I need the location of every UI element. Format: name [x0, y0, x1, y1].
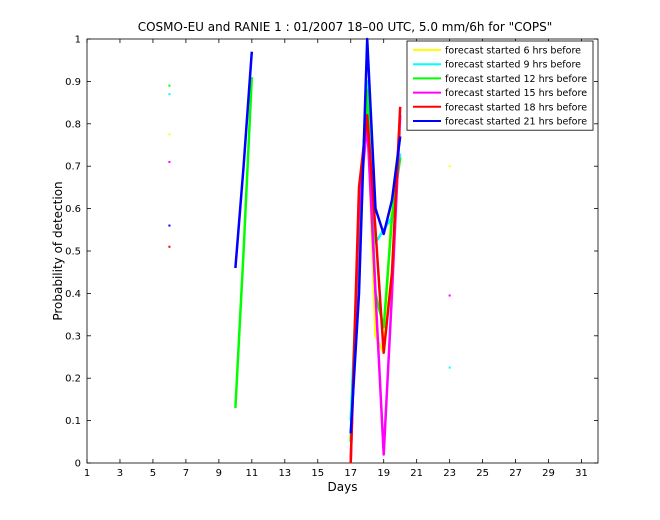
- x-tick-label: 21: [410, 468, 423, 479]
- data-point: [168, 245, 171, 248]
- x-tick-label: 29: [542, 468, 555, 479]
- x-tick-label: 15: [311, 468, 324, 479]
- x-tick-label: 9: [216, 468, 222, 479]
- legend-label: forecast started 18 hrs before: [445, 102, 587, 113]
- x-tick-label: 27: [509, 468, 522, 479]
- x-tick-label: 17: [344, 468, 357, 479]
- y-tick-label: 0: [75, 459, 81, 470]
- x-tick-label: 31: [575, 468, 588, 479]
- x-tick-label: 7: [183, 468, 189, 479]
- y-tick-label: 0.3: [65, 331, 81, 342]
- data-point: [448, 165, 451, 168]
- data-point: [168, 160, 171, 163]
- legend-box: [406, 40, 594, 131]
- data-point: [168, 224, 171, 227]
- y-tick-label: 1: [75, 35, 81, 46]
- series-line: [234, 77, 254, 408]
- data-point: [168, 84, 171, 87]
- x-tick-label: 3: [117, 468, 123, 479]
- data-point: [168, 133, 171, 136]
- chart-title: COSMO-EU and RANIE 1 : 01/2007 18–00 UTC…: [138, 20, 553, 34]
- y-tick-label: 0.5: [65, 247, 81, 258]
- legend-label: forecast started 6 hrs before: [445, 46, 581, 57]
- series-layer: [168, 37, 451, 464]
- y-tick-label: 0.1: [65, 416, 81, 427]
- legend: forecast started 6 hrs before forecast st…: [406, 40, 594, 131]
- data-point: [168, 93, 171, 96]
- x-tick-label: 23: [443, 468, 456, 479]
- y-tick-label: 0.4: [65, 289, 81, 300]
- axis-ticks: 1 3 5 7 9 11 13 15 17 19 21 23 25 27 29 3100.10.20.30.4…: [65, 35, 598, 479]
- y-axis-label: Probability of detection: [51, 181, 65, 320]
- data-point: [448, 366, 451, 369]
- x-tick-label: 5: [150, 468, 156, 479]
- data-point: [448, 294, 451, 297]
- series-line: [349, 37, 402, 434]
- y-tick-label: 0.7: [65, 162, 81, 173]
- legend-label: forecast started 15 hrs before: [445, 88, 587, 99]
- y-tick-label: 0.9: [65, 77, 81, 88]
- y-tick-label: 0.6: [65, 204, 81, 215]
- legend-label: forecast started 21 hrs before: [445, 117, 587, 128]
- x-tick-label: 19: [377, 468, 390, 479]
- legend-label: forecast started 9 hrs before: [445, 60, 581, 71]
- x-tick-label: 13: [278, 468, 291, 479]
- x-tick-label: 11: [245, 468, 258, 479]
- series-line: [234, 51, 254, 269]
- legend-label: forecast started 12 hrs before: [445, 74, 587, 85]
- x-axis-label: Days: [328, 480, 358, 494]
- x-tick-label: 1: [84, 468, 90, 479]
- y-tick-label: 0.2: [65, 374, 81, 385]
- x-tick-label: 25: [476, 468, 489, 479]
- series-line: [349, 106, 402, 464]
- y-tick-label: 0.8: [65, 119, 81, 130]
